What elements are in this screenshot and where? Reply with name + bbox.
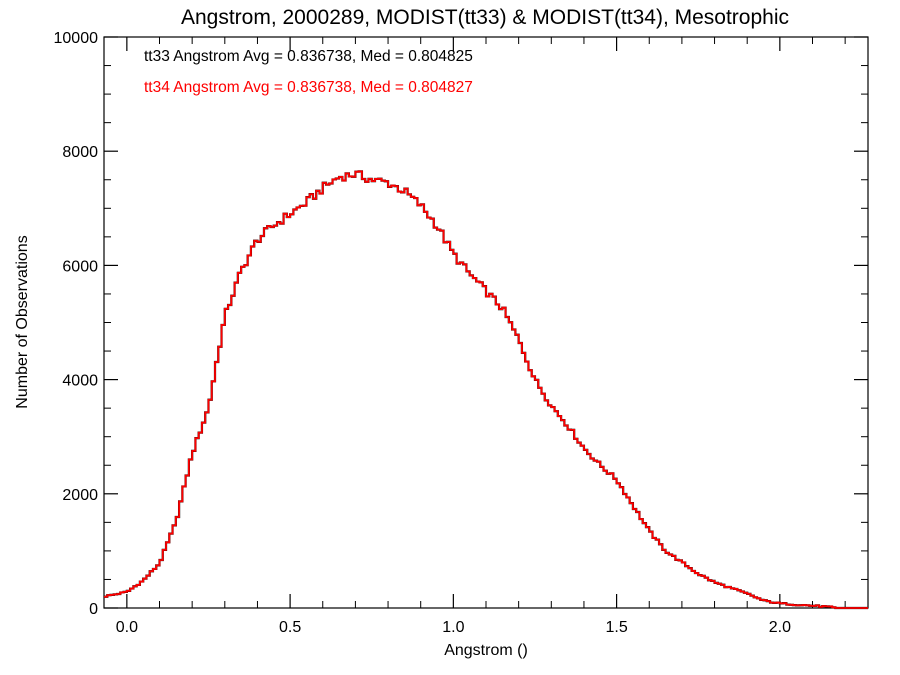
y-tick-label: 6000 bbox=[62, 258, 98, 275]
x-axis-label: Angstrom () bbox=[444, 642, 528, 659]
series-tt33-line bbox=[104, 170, 868, 610]
legend-entry-tt34: tt34 Angstrom Avg = 0.836738, Med = 0.80… bbox=[144, 79, 473, 96]
y-tick-label: 10000 bbox=[54, 30, 99, 47]
y-tick-label: 2000 bbox=[62, 487, 98, 504]
y-tick-label: 4000 bbox=[62, 373, 98, 390]
plot-border bbox=[103, 36, 869, 609]
y-tick-label: 8000 bbox=[62, 144, 98, 161]
x-tick-label: 1.5 bbox=[605, 619, 627, 636]
plot-frame bbox=[103, 36, 869, 609]
x-axis: 0.0 0.5 1.0 1.5 2.0 bbox=[116, 37, 846, 636]
series-tt34-line bbox=[104, 170, 868, 609]
y-axis: 0 2000 4000 6000 8000 10000 bbox=[54, 30, 868, 618]
y-tick-label: 0 bbox=[89, 601, 98, 618]
legend-entry-tt33: tt33 Angstrom Avg = 0.836738, Med = 0.80… bbox=[144, 48, 473, 65]
x-tick-label: 1.0 bbox=[442, 619, 464, 636]
chart-title: Angstrom, 2000289, MODIST(tt33) & MODIST… bbox=[181, 6, 789, 29]
y-axis-label: Number of Observations bbox=[14, 235, 31, 408]
x-tick-label: 0.0 bbox=[116, 619, 138, 636]
series-layer bbox=[104, 170, 868, 610]
x-tick-label: 2.0 bbox=[769, 619, 791, 636]
x-tick-label: 0.5 bbox=[279, 619, 301, 636]
